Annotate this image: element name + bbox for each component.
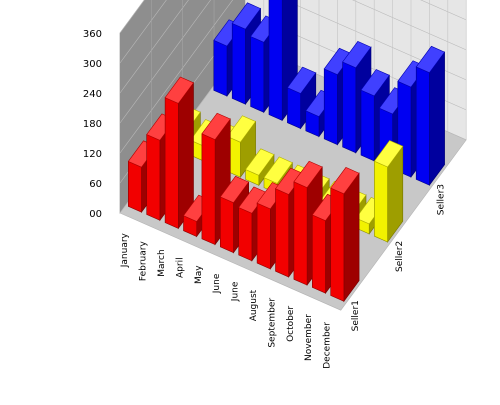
x-tick-label: March [157, 249, 167, 276]
bar-front [238, 207, 253, 262]
y-tick-label: 360 [83, 29, 102, 40]
bar-front [323, 68, 338, 146]
bar-top [164, 76, 194, 104]
x-tick-label: August [249, 289, 259, 321]
bar-front [268, 0, 283, 121]
y-tick-label: 60 [89, 179, 102, 190]
bar-top [245, 148, 275, 176]
gridline-y [119, 0, 467, 94]
bar-front [220, 196, 234, 254]
bar-front [128, 160, 142, 213]
bar-front [374, 160, 388, 243]
bar-seller3-11 [415, 45, 446, 187]
bar-front [342, 61, 357, 154]
series-label: Seller1 [351, 300, 361, 331]
bar-seller2-11 [373, 140, 404, 243]
bar-top [293, 160, 323, 188]
bar-front [164, 97, 179, 229]
x-tick-label: November [304, 314, 314, 361]
bar-top [263, 156, 293, 184]
bar-seller2-4 [245, 148, 275, 187]
x-tick-label: December [323, 322, 333, 369]
bar-front [311, 214, 326, 294]
bar-top [286, 66, 317, 94]
bar-front [330, 187, 345, 302]
bar-front [256, 202, 271, 270]
bar-front [360, 89, 375, 162]
x-tick-label: October [286, 306, 296, 342]
bar-front [213, 39, 228, 97]
bar-front [250, 36, 265, 113]
bar-front [146, 134, 161, 221]
bar-top [201, 112, 231, 140]
bar-side [429, 51, 445, 187]
y-tick-label: 300 [83, 59, 102, 70]
bar-front [293, 181, 308, 286]
series-label: Seller2 [395, 241, 405, 272]
bar-top [415, 45, 446, 74]
bar-top [342, 41, 372, 69]
x-tick-label: January [120, 232, 130, 268]
x-tick-label: May [194, 265, 204, 284]
x-tick-label: April [175, 257, 185, 278]
chart-bars [127, 0, 446, 303]
bar-top [226, 115, 257, 143]
bar-top [219, 175, 250, 204]
bar-front [287, 87, 301, 129]
bar-front [275, 188, 290, 278]
bar-top [373, 140, 404, 168]
gridline-y [119, 0, 167, 64]
x-tick-label: June [212, 273, 222, 294]
y-tick-label: 120 [83, 149, 102, 160]
y-tick-label: 180 [83, 119, 102, 130]
x-tick-label: February [139, 241, 149, 282]
bar-front [415, 66, 430, 186]
bar-front [231, 22, 246, 105]
x-tick-label: June [231, 281, 241, 302]
chart-labels: 00 60 120 180 240 300 360 January February March A… [83, 29, 447, 369]
bar-seller1-2 [164, 76, 194, 230]
bar-top [360, 69, 390, 97]
bar-top [330, 167, 360, 195]
y-tick-label: 240 [83, 89, 102, 100]
y-tick-label: 00 [89, 209, 102, 220]
series-label: Seller3 [437, 184, 447, 215]
bar-top [231, 2, 262, 30]
bar-side [343, 172, 360, 303]
bar-front [201, 133, 216, 246]
x-tick-label: September [267, 298, 277, 348]
bar-seller1-11 [330, 167, 360, 303]
